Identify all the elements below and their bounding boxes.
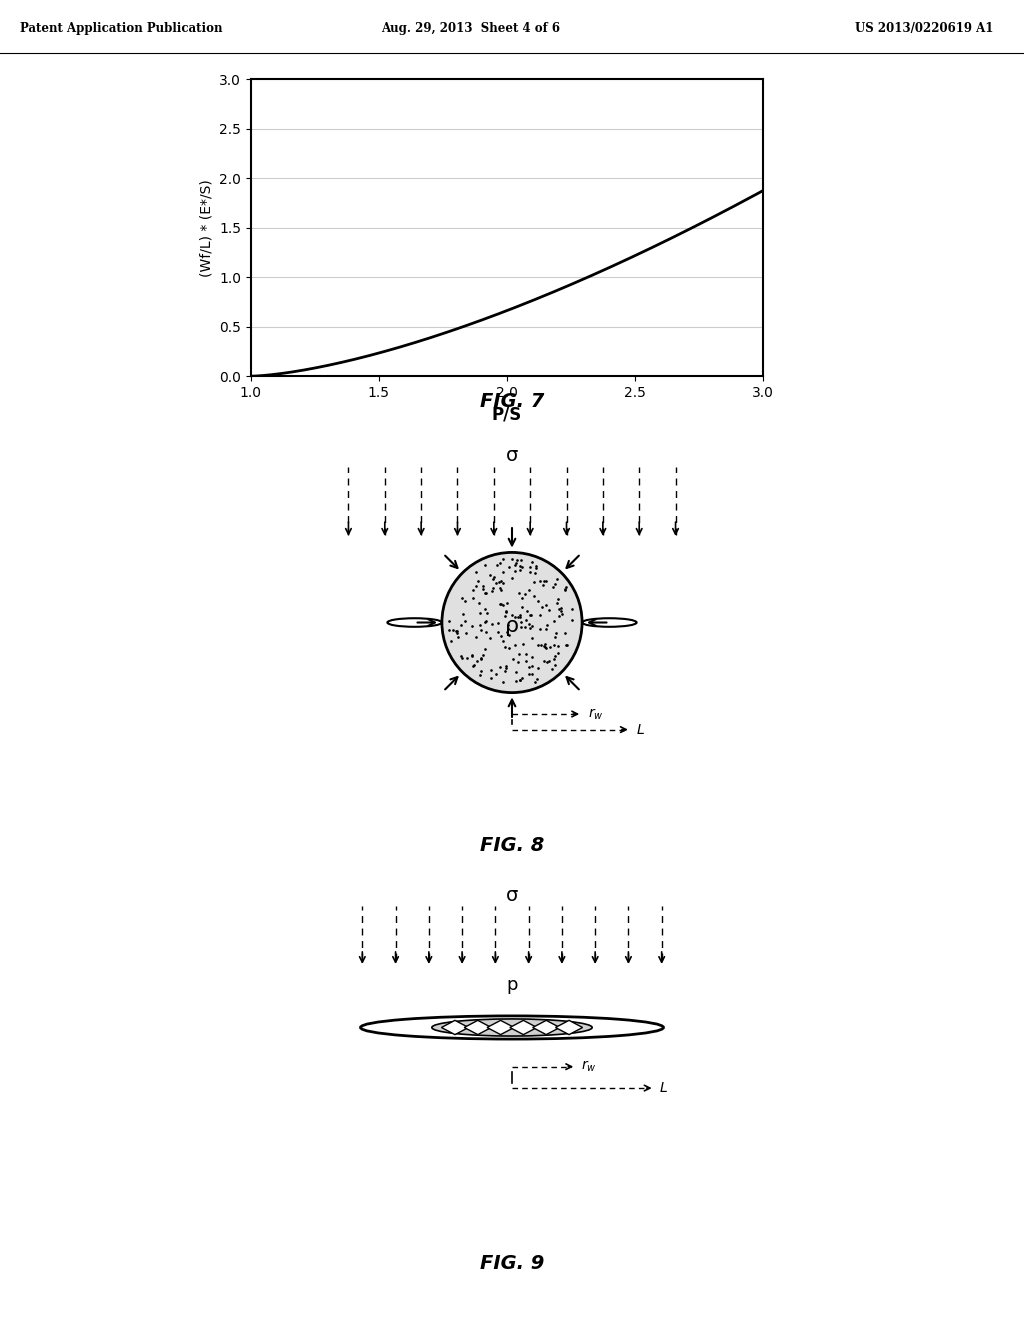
Text: σ: σ	[506, 446, 518, 465]
Text: FIG. 7: FIG. 7	[480, 392, 544, 412]
Text: L: L	[659, 1081, 668, 1096]
Text: σ: σ	[506, 886, 518, 906]
Text: US 2013/0220619 A1: US 2013/0220619 A1	[855, 22, 993, 34]
Polygon shape	[487, 1020, 514, 1035]
Text: Aug. 29, 2013  Sheet 4 of 6: Aug. 29, 2013 Sheet 4 of 6	[382, 22, 560, 34]
Text: FIG. 9: FIG. 9	[480, 1254, 544, 1274]
Polygon shape	[441, 1020, 469, 1035]
Polygon shape	[532, 1020, 560, 1035]
Text: ρ: ρ	[505, 616, 519, 636]
Text: Patent Application Publication: Patent Application Publication	[20, 22, 223, 34]
Polygon shape	[555, 1020, 583, 1035]
Text: L: L	[637, 722, 644, 737]
Text: $r_w$: $r_w$	[588, 706, 603, 722]
Ellipse shape	[432, 1019, 592, 1036]
Text: p: p	[506, 975, 518, 994]
X-axis label: P/S: P/S	[492, 405, 522, 424]
Circle shape	[442, 553, 582, 693]
Text: $r_w$: $r_w$	[582, 1059, 597, 1074]
Polygon shape	[464, 1020, 492, 1035]
Text: FIG. 8: FIG. 8	[480, 836, 544, 855]
Y-axis label: (Wf/L) * (E*/S): (Wf/L) * (E*/S)	[200, 178, 214, 277]
Polygon shape	[510, 1020, 537, 1035]
